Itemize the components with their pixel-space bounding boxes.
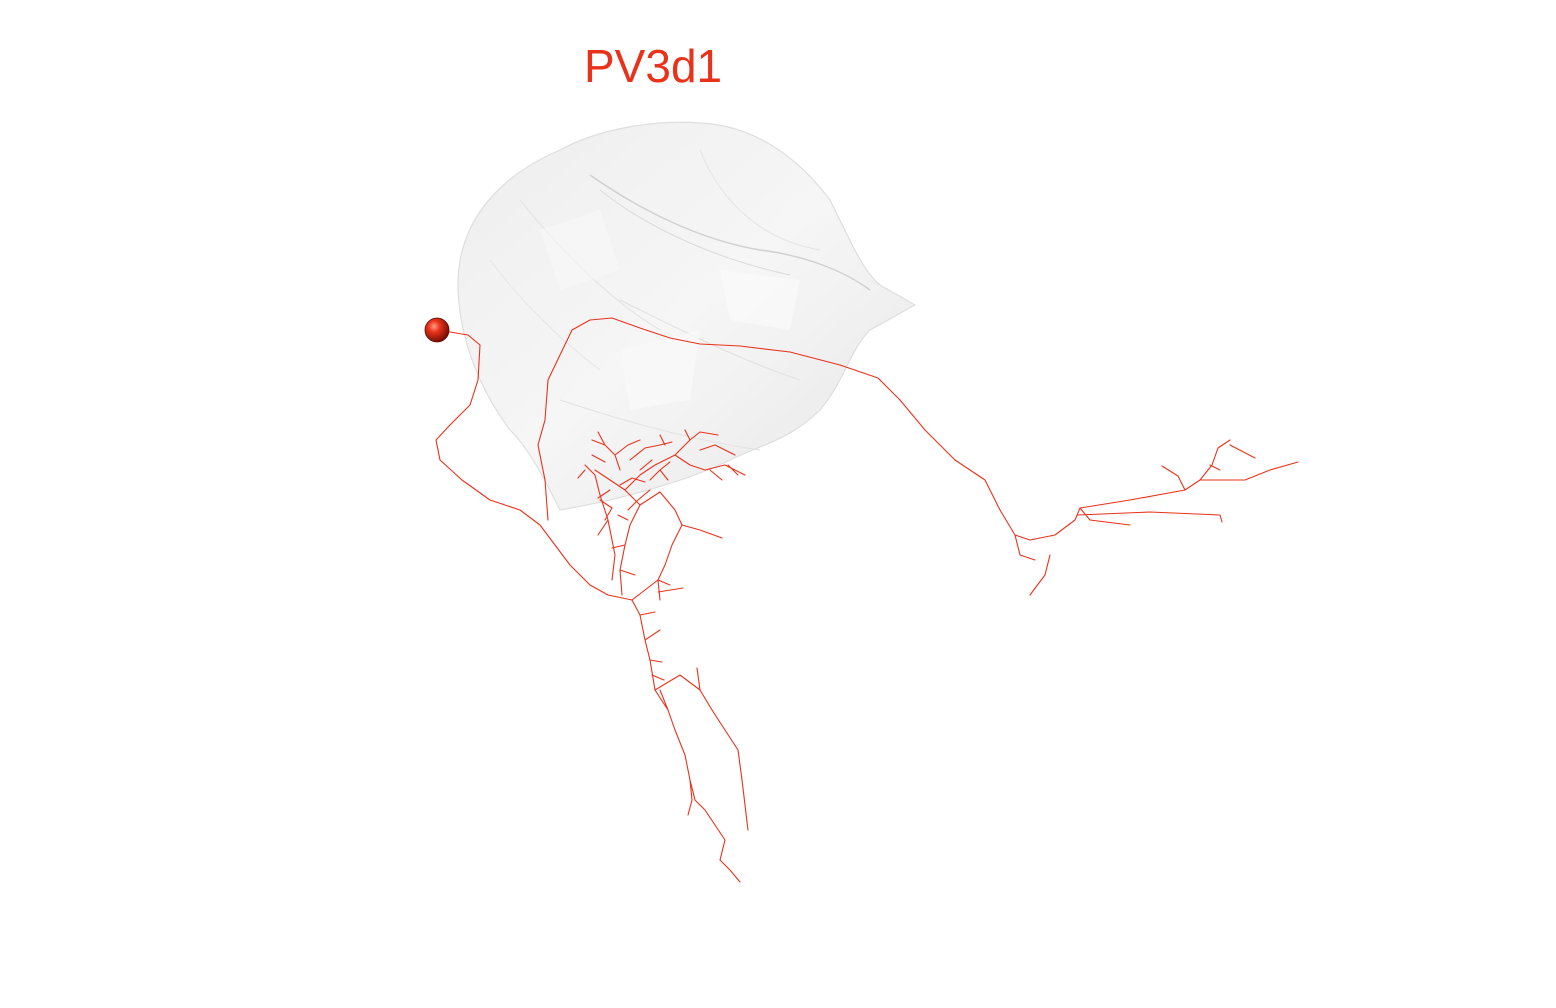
neuron-title: PV3d1	[584, 40, 723, 92]
neuron-skeleton	[435, 317, 1299, 883]
neuropil-mesh	[457, 121, 917, 511]
soma-sphere	[424, 317, 450, 343]
